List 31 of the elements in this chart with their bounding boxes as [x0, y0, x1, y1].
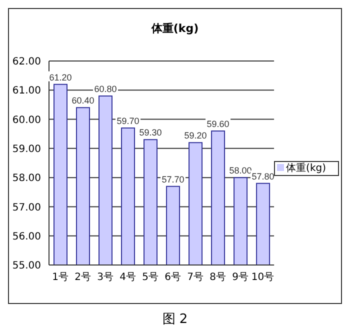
y-tick-label: 61.00 [12, 86, 41, 97]
chart-title: 体重(kg) [150, 21, 200, 37]
x-tick-label: 2号 [74, 272, 91, 284]
x-tick-label: 10号 [251, 272, 274, 284]
data-label: 60.40 [72, 96, 94, 106]
data-label: 58.00 [229, 166, 252, 176]
x-tick-label: 6号 [164, 272, 181, 284]
y-tick-label: 62.00 [12, 56, 41, 68]
data-label: 59.20 [184, 130, 207, 141]
x-tick-label: 4号 [120, 272, 136, 284]
data-label: 57.80 [252, 171, 274, 182]
x-tick-label: 5号 [142, 272, 158, 284]
data-label: 59.70 [116, 116, 140, 126]
y-tick-label: 60.00 [12, 114, 41, 126]
x-tick-label: 9号 [232, 272, 248, 284]
legend-label: 体重(kg) [286, 162, 326, 174]
x-tick-label: 7号 [187, 272, 204, 284]
caption: 图 2 [161, 311, 189, 328]
y-tick-label: 59.00 [12, 144, 41, 155]
data-label: 60.80 [94, 84, 117, 94]
data-label: 61.20 [49, 72, 72, 82]
y-tick-label: 55.00 [12, 260, 41, 272]
x-tick-label: 1号 [52, 272, 68, 284]
x-tick-label: 3号 [97, 272, 114, 284]
y-tick-label: 57.00 [12, 202, 41, 214]
data-label: 57.70 [162, 174, 184, 184]
data-label: 59.60 [206, 118, 230, 129]
y-tick-label: 56.00 [12, 231, 41, 242]
data-label: 59.30 [139, 128, 162, 138]
x-tick-label: 8号 [210, 272, 226, 284]
y-tick-label: 58.00 [12, 173, 41, 184]
